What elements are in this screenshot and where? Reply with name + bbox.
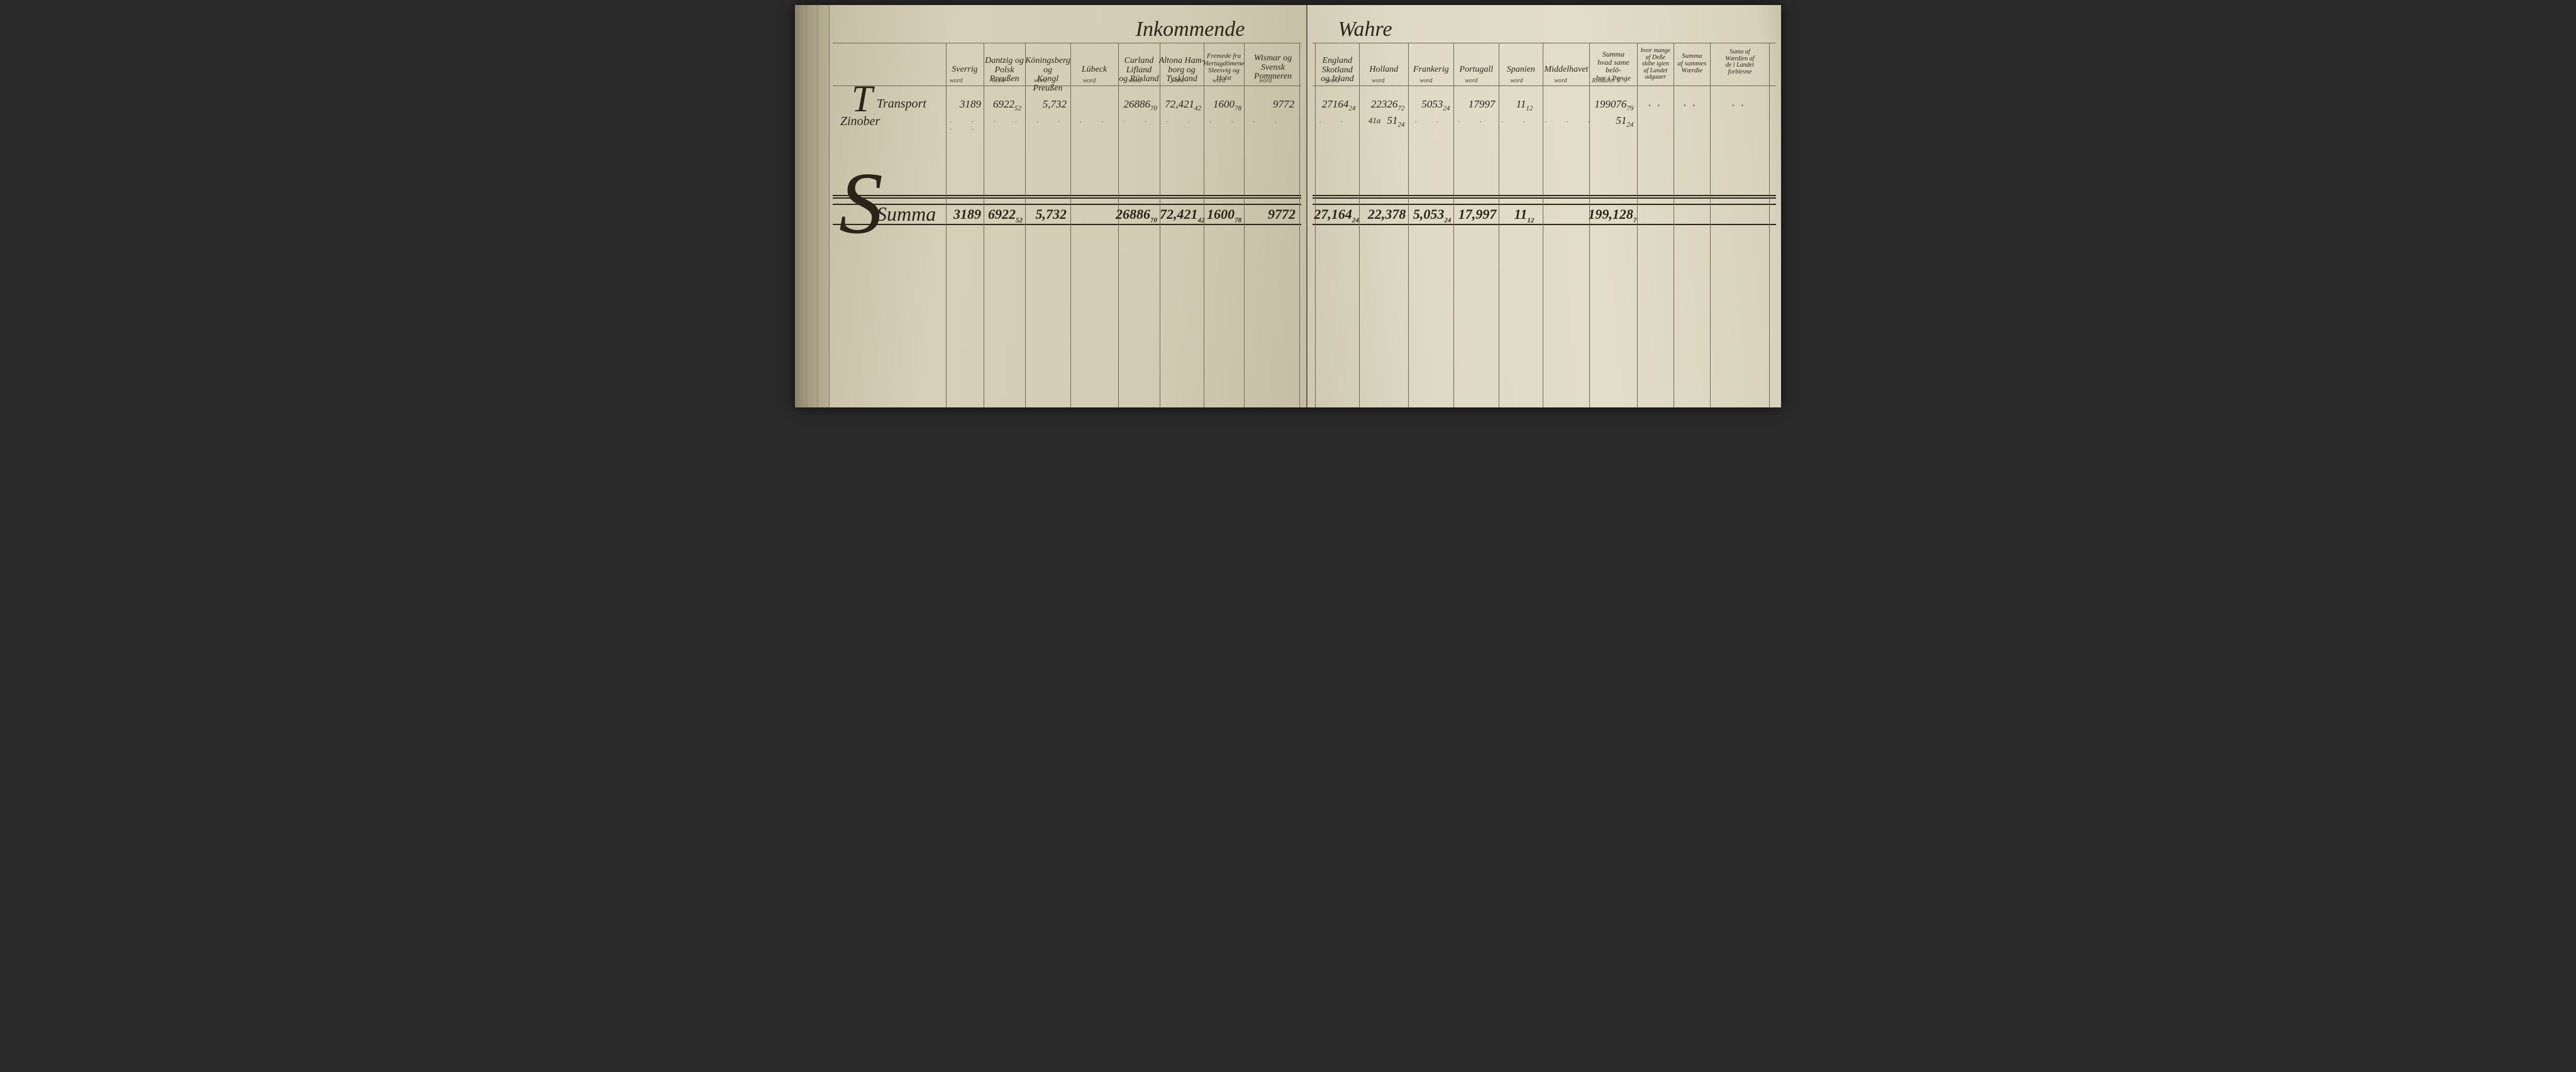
cell-summa: 2688670 (1114, 206, 1157, 224)
col-header: Köningsberg og Kongl Preußen (1024, 57, 1072, 94)
cell: 2688670 (1119, 98, 1157, 112)
tick-marks: · · (1319, 118, 1352, 126)
row-label-summa: Summa (877, 202, 936, 226)
col-subheader: word (1554, 77, 1567, 84)
cell: 2716424 (1316, 98, 1355, 112)
left-page: Inkommende Sverrig Dantzig og Polsk Preu… (795, 5, 1307, 407)
cell-summa: 5,05324 (1408, 206, 1451, 224)
page-edge-stack (795, 5, 830, 407)
col-header: Suma af Wærdien af de i Landet forblevne (1709, 49, 1770, 75)
col-subheader: word (1083, 77, 1096, 84)
cell-summa: 3189 (945, 206, 981, 223)
cell: 72,42142 (1161, 98, 1201, 112)
cell-dash: · · (1676, 99, 1704, 112)
col-subheader: word (1128, 77, 1141, 84)
right-page: Wahre England Skotland og Irland Holland… (1307, 5, 1781, 407)
cell: 5,732 (1026, 98, 1067, 111)
col-header: Middelhavet (1543, 65, 1589, 75)
cell: 3189 (948, 98, 981, 111)
col-header: hvor mange af Deße skibe igien af Landet… (1636, 48, 1675, 81)
col-header: Wismar og Svensk Pommeren (1244, 54, 1302, 82)
flourish-capital-t: T (852, 87, 872, 111)
cell-summa: 199,1287 (1588, 206, 1635, 224)
col-subheader: Word (991, 77, 1004, 84)
col-subheader: word (1326, 77, 1339, 84)
cell: 505324 (1409, 98, 1450, 112)
col-subheader: word (1034, 77, 1046, 84)
cell-summa: 22,378 (1359, 206, 1406, 223)
cell: 160078 (1205, 98, 1241, 112)
cell-dash: · · (1641, 99, 1668, 112)
col-subheader: word (1510, 77, 1523, 84)
col-header: Summa af sammes Wærdie (1672, 53, 1711, 75)
cell-summa: 1112 (1499, 206, 1534, 224)
tick-marks: · · · · · · · · · (1414, 118, 1599, 126)
cell-dash: · · (1716, 99, 1760, 112)
ledger-spread: Inkommende Sverrig Dantzig og Polsk Preu… (795, 5, 1781, 407)
row-label-zinober: Zinober (840, 114, 880, 129)
row-label-transport: Transport (877, 97, 926, 111)
page-title-left: Inkommende (1124, 18, 1257, 43)
col-subheader: word (1419, 77, 1432, 84)
col-header: Sverrig (946, 65, 984, 75)
cell: 5124 (1382, 114, 1404, 128)
cell: 17997 (1455, 98, 1495, 111)
cell: 692252 (985, 98, 1021, 112)
cell: 1112 (1500, 98, 1533, 112)
cell-summa: 5,732 (1025, 206, 1067, 223)
col-header: Spanien (1499, 65, 1543, 75)
col-subheader: word (950, 77, 962, 84)
cell: 41a (1363, 116, 1380, 126)
col-subheader: word (1465, 77, 1477, 84)
col-header: Holland (1359, 65, 1408, 75)
cell: 9772 (1248, 98, 1294, 111)
cell-summa: 692252 (984, 206, 1023, 224)
cell-summa: 9772 (1245, 206, 1296, 223)
col-subheader: word (1171, 77, 1184, 84)
cell: 19907679 (1591, 98, 1633, 112)
tick-marks: · · · · · · · · · · · · · · · · · · (950, 118, 1306, 133)
col-subheader: word (1259, 77, 1272, 84)
col-header: Dantzig og Polsk Preußen (982, 57, 1026, 84)
cell-summa: 160078 (1204, 206, 1241, 224)
page-title-right: Wahre (1326, 18, 1403, 43)
cell: 2232672 (1360, 98, 1404, 112)
col-header: Lübeck (1070, 65, 1118, 75)
col-header: Frankerig (1408, 65, 1453, 75)
cell-summa: 17,997 (1453, 206, 1496, 223)
col-subheader: word (1372, 77, 1384, 84)
cell: 5124 (1598, 114, 1633, 128)
cell-summa: 27,16424 (1314, 206, 1357, 224)
col-header: Portugall (1453, 65, 1499, 75)
col-subheader: word (1213, 77, 1225, 84)
cell-summa: 72,42142 (1160, 206, 1201, 224)
col-subheader: Rixdaller ß (1592, 77, 1620, 84)
